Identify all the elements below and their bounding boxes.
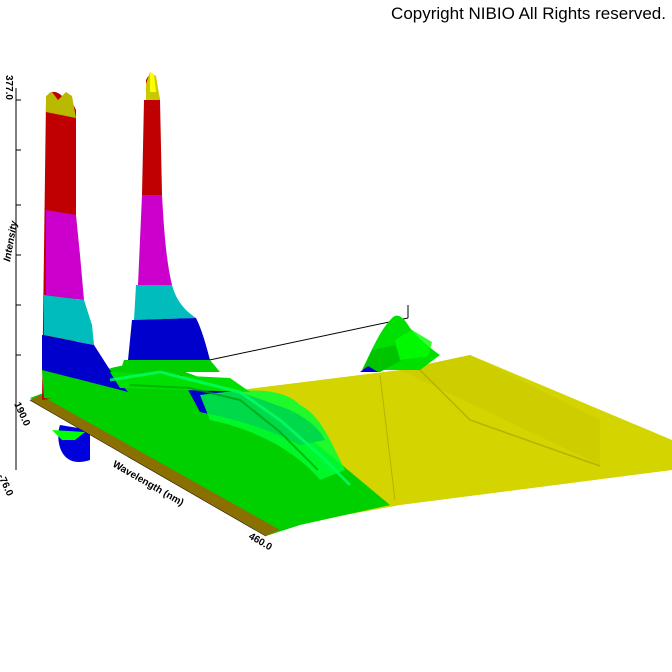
x-tick-label-start: 190.0 <box>11 401 32 429</box>
z-tick-label-top: 377.0 <box>3 75 14 100</box>
back-floor-edge <box>199 317 409 363</box>
surface-peak-left <box>42 91 150 410</box>
surface-peak-center <box>110 72 250 392</box>
z-tick-label-bottom: -76.0 <box>0 473 15 499</box>
surface-secondary-peak <box>360 315 440 372</box>
surface-highlights <box>109 370 352 487</box>
y-axis-title: Intensity <box>2 220 20 263</box>
copyright-notice: Copyright NIBIO All Rights reserved. <box>391 4 666 23</box>
z-tick-marks <box>16 99 21 356</box>
